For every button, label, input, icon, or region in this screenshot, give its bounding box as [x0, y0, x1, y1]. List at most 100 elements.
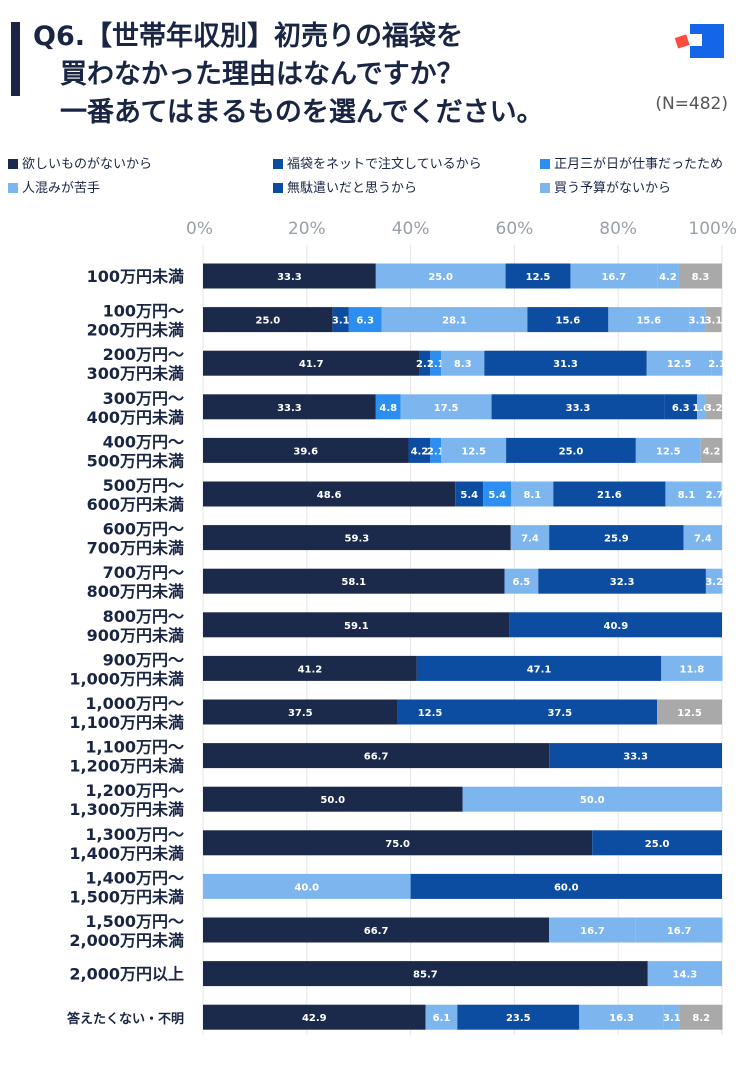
data-label: 12.5 [526, 272, 551, 283]
data-label: 4.2 [659, 272, 677, 283]
x-tick-label: 60% [496, 219, 534, 239]
bar-segment [203, 655, 417, 681]
data-label: 39.6 [293, 446, 318, 457]
category-label: 1,500万円〜 [85, 912, 184, 931]
category-label: 200万円〜 [103, 345, 184, 364]
bar-segment [375, 263, 506, 289]
data-label: 58.1 [341, 577, 366, 588]
legend: 欲しいものがないから 福袋をネットで注文しているから 正月三が日が仕事だったため… [8, 153, 748, 197]
category-label: 900万円〜 [103, 650, 184, 669]
bar-segment [425, 1004, 458, 1030]
data-label: 4.8 [379, 403, 397, 414]
legend-label: 福袋をネットで注文しているから [287, 157, 482, 172]
chart-title: Q6.【世帯年収別】初売りの福袋を 買わなかった理由はなんですか？ 一番あてはま… [33, 21, 544, 128]
bar-segment [549, 743, 722, 769]
bar-segment [663, 1004, 680, 1030]
data-label: 8.2 [692, 1013, 710, 1024]
bar-segment [647, 961, 722, 987]
data-label: 40.0 [294, 882, 319, 893]
category-label: 600万円未満 [87, 495, 184, 514]
bar-segment [203, 961, 648, 987]
bar-segment [511, 481, 554, 507]
data-label: 23.5 [506, 1013, 531, 1024]
bar-segment [549, 525, 684, 551]
category-label: 900万円未満 [87, 626, 184, 645]
legend-swatch [8, 183, 18, 193]
data-label: 25.0 [559, 446, 584, 457]
category-label: 200万円未満 [87, 321, 184, 340]
category-label: 300万円未満 [87, 364, 184, 383]
legend-item: 無駄遣いだと思うから [273, 177, 417, 196]
data-label: 7.4 [694, 534, 712, 545]
category-label: 400万円〜 [103, 432, 184, 451]
data-label: 66.7 [364, 752, 389, 763]
data-label: 1.6 [692, 403, 710, 414]
data-label: 59.1 [344, 621, 369, 632]
bar-segment [203, 481, 456, 507]
brand-logo-icon [674, 24, 724, 58]
data-label: 4.2 [411, 446, 429, 457]
data-label: 8.3 [692, 272, 710, 283]
bar-segment [707, 481, 722, 507]
bar-segment [203, 263, 376, 289]
data-label: 3.1 [705, 316, 723, 327]
data-label: 40.9 [604, 621, 629, 632]
data-label: 5.4 [460, 490, 478, 501]
bar-segment [203, 568, 505, 594]
bar-segment [416, 655, 662, 681]
data-label: 31.3 [553, 359, 578, 370]
bar-segment [484, 350, 647, 376]
data-label: 33.3 [277, 272, 302, 283]
category-label: 1,200万円〜 [85, 781, 184, 800]
category-label: 2,000万円未満 [69, 931, 184, 950]
bar-segment [506, 437, 636, 463]
data-label: 14.3 [673, 970, 698, 981]
data-label: 28.1 [442, 316, 467, 327]
bar-segment [592, 830, 722, 856]
category-label: 1,300万円〜 [85, 825, 184, 844]
bar-segment [457, 1004, 580, 1030]
bar-segment [410, 873, 722, 899]
bar-segment [570, 263, 658, 289]
data-label: 12.5 [461, 446, 486, 457]
category-label: 600万円〜 [103, 520, 184, 539]
bar-segment [375, 394, 401, 420]
legend-label: 買う予算がないから [554, 181, 672, 196]
data-label: 6.3 [356, 316, 374, 327]
category-label: 400万円未満 [87, 408, 184, 427]
data-label: 42.9 [302, 1013, 327, 1024]
category-label: 500万円未満 [87, 451, 184, 470]
bar-segment [509, 612, 722, 638]
legend-item: 欲しいものがないから [8, 153, 152, 172]
category-label: 1,500万円未満 [69, 887, 184, 906]
data-label: 66.7 [364, 926, 389, 937]
data-label: 33.3 [623, 752, 648, 763]
bar-segment [711, 350, 723, 376]
data-label: 5.4 [488, 490, 506, 501]
data-label: 48.6 [317, 490, 342, 501]
data-label: 25.0 [428, 272, 453, 283]
data-label: 12.5 [677, 708, 702, 719]
category-label: 1,200万円未満 [69, 757, 184, 776]
data-label: 37.5 [288, 708, 313, 719]
category-label: 1,300万円未満 [69, 800, 184, 819]
data-label: 16.7 [667, 926, 692, 937]
data-label: 3.2 [705, 577, 723, 588]
legend-label: 人混みが苦手 [22, 181, 101, 196]
bar-segment [527, 307, 609, 333]
bar-segment [483, 481, 512, 507]
title-accent-bar [11, 22, 20, 96]
data-label: 8.1 [678, 490, 696, 501]
data-label: 17.5 [434, 403, 459, 414]
data-label: 16.7 [580, 926, 605, 937]
bar-segment [400, 394, 492, 420]
bar-segment [203, 917, 550, 943]
data-label: 6.1 [433, 1013, 451, 1024]
bar-segment [679, 1004, 723, 1030]
bar-segment [203, 830, 593, 856]
x-tick-label: 40% [392, 219, 430, 239]
data-label: 25.0 [256, 316, 281, 327]
data-label: 2.1 [427, 446, 445, 457]
data-label: 2.1 [416, 359, 434, 370]
bar-segment [203, 307, 333, 333]
